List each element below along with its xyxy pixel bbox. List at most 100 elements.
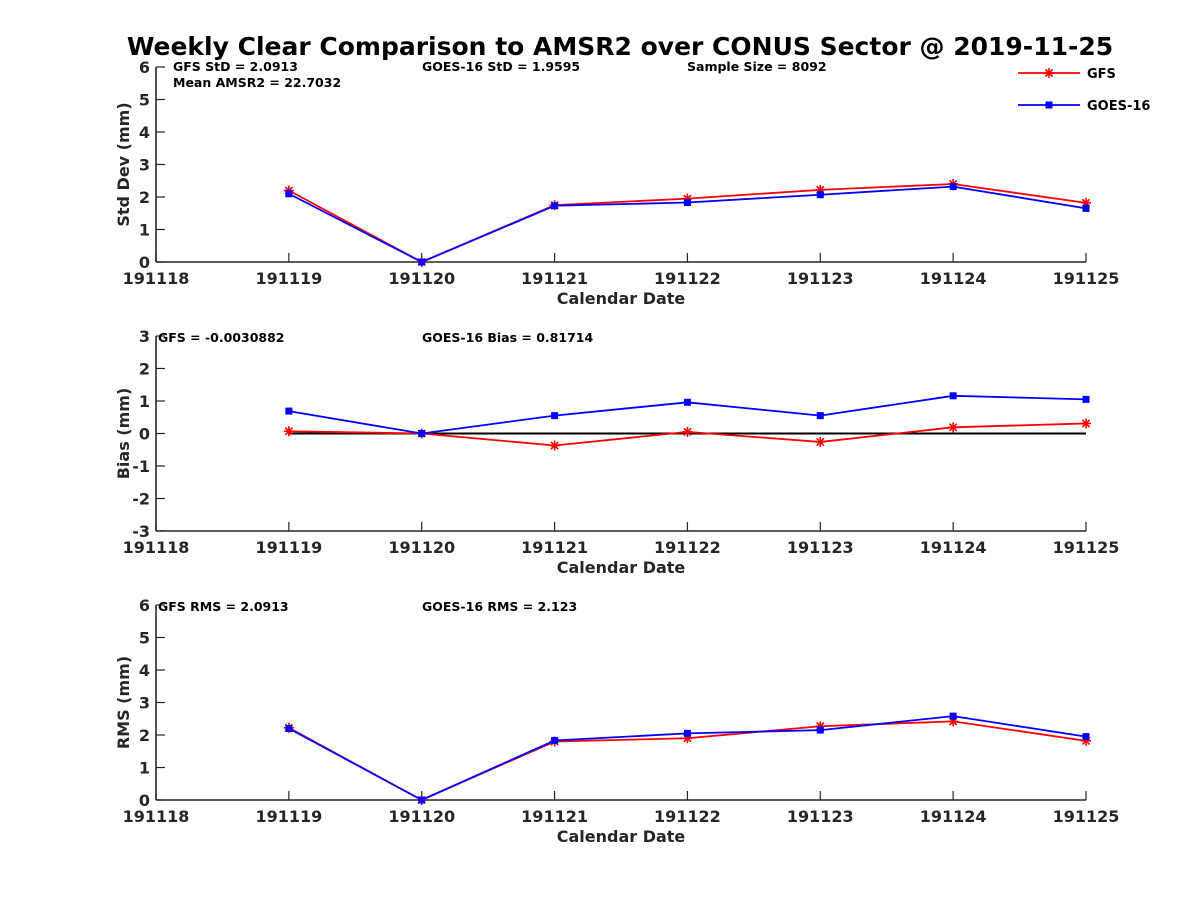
stat-annotation: Mean AMSR2 = 22.7032 <box>173 75 341 90</box>
x-tick-label: 191119 <box>255 807 322 826</box>
y-tick-label: 5 <box>139 629 150 648</box>
x-axis-label: Calendar Date <box>557 827 686 846</box>
x-tick-label: 191118 <box>123 538 190 557</box>
data-point <box>551 412 559 420</box>
data-point <box>682 426 693 437</box>
data-point <box>683 199 691 207</box>
y-tick-label: 0 <box>139 425 150 444</box>
data-point <box>815 436 826 447</box>
x-tick-label: 191120 <box>388 269 455 288</box>
x-tick-label: 191124 <box>920 807 987 826</box>
data-point <box>418 796 426 804</box>
y-tick-label: 6 <box>139 58 150 77</box>
data-point <box>683 729 691 737</box>
y-tick-label: 3 <box>139 694 150 713</box>
series-goes-16 <box>285 392 1090 437</box>
series-goes-16 <box>285 712 1090 804</box>
data-point <box>1081 418 1091 429</box>
y-axis-label: RMS (mm) <box>114 656 133 749</box>
y-tick-label: 4 <box>139 123 150 142</box>
y-tick-label: -2 <box>132 490 150 509</box>
y-tick-label: 1 <box>139 759 150 778</box>
data-point <box>551 737 559 745</box>
legend-marker <box>1045 101 1053 109</box>
y-tick-label: 0 <box>139 253 150 272</box>
series-goes-16 <box>285 183 1090 266</box>
y-axis-label: Std Dev (mm) <box>114 102 133 226</box>
x-tick-label: 191121 <box>521 807 588 826</box>
data-point <box>1082 204 1090 212</box>
y-tick-label: 3 <box>139 156 150 175</box>
x-tick-label: 191120 <box>388 538 455 557</box>
data-point <box>551 202 559 210</box>
data-point <box>949 183 957 191</box>
data-point <box>816 726 824 734</box>
chart-panel-1: 191118 191119 191120 191121 191122 191123 1911… <box>114 58 1119 308</box>
y-tick-label: 3 <box>139 327 150 346</box>
stat-annotation: GFS = -0.0030882 <box>158 330 285 345</box>
figure-title: Weekly Clear Comparison to AMSR2 over CO… <box>127 32 1113 61</box>
data-point <box>683 398 691 406</box>
chart-panel-2: 191118 191119 191120 191121 191122 191123 1911… <box>114 327 1119 577</box>
data-point <box>418 430 426 437</box>
data-point <box>949 712 957 720</box>
data-point <box>549 440 560 451</box>
x-tick-label: 191118 <box>123 807 190 826</box>
chart-panels: 191118 191119 191120 191121 191122 191123 1911… <box>114 58 1119 846</box>
x-tick-label: 191123 <box>787 538 854 557</box>
data-point <box>418 258 426 266</box>
y-tick-label: 4 <box>139 661 150 680</box>
y-tick-label: -1 <box>132 457 150 476</box>
x-axis-label: Calendar Date <box>557 289 686 308</box>
y-tick-label: 2 <box>139 726 150 745</box>
stat-annotation: GFS StD = 2.0913 <box>173 59 298 74</box>
data-point <box>285 725 293 732</box>
x-tick-label: 191118 <box>123 269 190 288</box>
x-tick-label: 191119 <box>255 269 322 288</box>
data-point <box>285 190 293 198</box>
data-point <box>285 407 293 415</box>
x-axis-label: Calendar Date <box>557 558 686 577</box>
data-point <box>816 412 824 420</box>
y-tick-label: -3 <box>132 522 150 541</box>
x-tick-label: 191119 <box>255 538 322 557</box>
stat-annotation: GOES-16 RMS = 2.123 <box>422 599 577 614</box>
stat-annotation: Sample Size = 8092 <box>687 59 827 74</box>
y-tick-label: 1 <box>139 392 150 411</box>
y-tick-label: 2 <box>139 360 150 379</box>
x-tick-label: 191122 <box>654 269 721 288</box>
x-tick-label: 191125 <box>1053 807 1120 826</box>
stat-annotation: GOES-16 Bias = 0.81714 <box>422 330 593 345</box>
data-point <box>816 191 824 199</box>
y-tick-label: 5 <box>139 91 150 110</box>
y-tick-label: 0 <box>139 791 150 810</box>
x-tick-label: 191125 <box>1053 269 1120 288</box>
data-point <box>948 422 959 433</box>
x-tick-label: 191123 <box>787 269 854 288</box>
legend-entry-goes-16: GOES-16 <box>1018 99 1150 114</box>
legend-label: GOES-16 <box>1087 99 1150 114</box>
x-tick-label: 191122 <box>654 538 721 557</box>
legend-entry-gfs: GFS <box>1018 67 1116 82</box>
x-tick-label: 191124 <box>920 538 987 557</box>
x-tick-label: 191120 <box>388 807 455 826</box>
legend-label: GFS <box>1087 67 1116 82</box>
x-tick-label: 191124 <box>920 269 987 288</box>
stat-annotation: GFS RMS = 2.0913 <box>158 599 289 614</box>
x-tick-label: 191121 <box>521 538 588 557</box>
data-point <box>283 426 294 437</box>
data-point <box>1082 733 1090 741</box>
x-tick-label: 191125 <box>1053 538 1120 557</box>
legend-marker <box>1044 68 1054 78</box>
x-tick-label: 191123 <box>787 807 854 826</box>
x-tick-label: 191122 <box>654 807 721 826</box>
y-tick-label: 1 <box>139 221 150 240</box>
legend: GFS GOES-16 <box>1018 67 1150 114</box>
data-point <box>1082 395 1090 403</box>
y-tick-label: 2 <box>139 188 150 207</box>
y-axis-label: Bias (mm) <box>114 388 133 480</box>
data-point <box>949 392 957 400</box>
chart-panel-3: 191118 191119 191120 191121 191122 191123 1911… <box>114 596 1119 846</box>
